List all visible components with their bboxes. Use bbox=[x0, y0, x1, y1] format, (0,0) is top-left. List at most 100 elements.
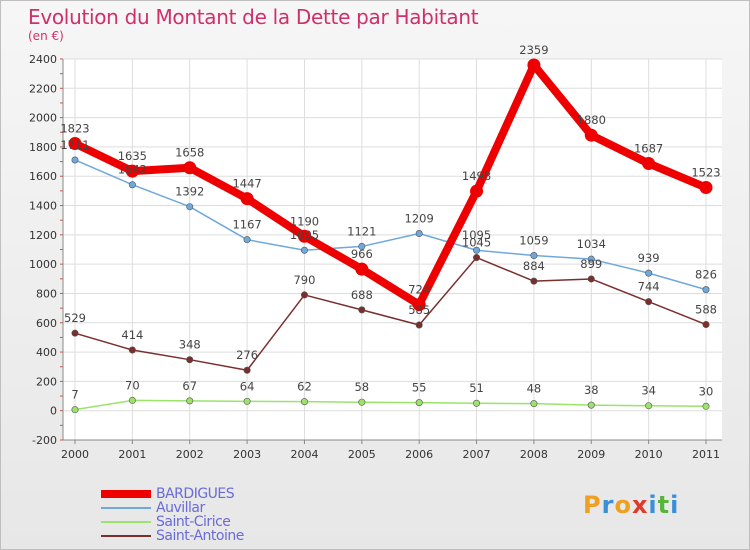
data-label: 1823 bbox=[60, 122, 89, 136]
y-tick-label: 1800 bbox=[29, 141, 57, 154]
data-label: 744 bbox=[638, 280, 660, 294]
data-point bbox=[128, 346, 136, 354]
data-label: 1880 bbox=[577, 113, 606, 127]
data-label: 1121 bbox=[347, 224, 376, 238]
data-point bbox=[415, 399, 423, 407]
data-point bbox=[699, 181, 713, 195]
y-tick-label: 1600 bbox=[29, 170, 57, 183]
data-point bbox=[473, 399, 481, 407]
data-label: 38 bbox=[584, 383, 599, 397]
data-point bbox=[702, 402, 710, 410]
data-label: 34 bbox=[641, 384, 656, 398]
logo-letter: r bbox=[601, 491, 615, 519]
data-point bbox=[587, 401, 595, 409]
x-tick-label: 2011 bbox=[692, 448, 720, 461]
data-point bbox=[584, 128, 598, 142]
y-tick-label: -200 bbox=[32, 434, 57, 447]
logo-letter: t bbox=[657, 491, 671, 519]
legend-label: Saint-Cirice bbox=[156, 514, 231, 530]
data-point bbox=[358, 242, 366, 250]
x-tick-label: 2004 bbox=[290, 448, 318, 461]
data-label: 1059 bbox=[519, 234, 548, 248]
data-point bbox=[128, 181, 136, 189]
x-tick-label: 2008 bbox=[520, 448, 548, 461]
data-label: 58 bbox=[354, 380, 369, 394]
data-label: 1687 bbox=[634, 141, 663, 155]
data-point bbox=[527, 58, 541, 72]
y-tick-label: 400 bbox=[36, 346, 57, 359]
data-point bbox=[71, 406, 79, 414]
x-tick-label: 2002 bbox=[176, 448, 204, 461]
data-label: 55 bbox=[412, 381, 427, 395]
data-label: 30 bbox=[699, 384, 714, 398]
data-point bbox=[587, 275, 595, 283]
data-point bbox=[587, 255, 595, 263]
y-tick-label: 1000 bbox=[29, 258, 57, 271]
data-label: 62 bbox=[297, 380, 312, 394]
logo-letter: i bbox=[670, 491, 680, 519]
proxiti-logo: Proxiti bbox=[583, 491, 679, 519]
data-label: 64 bbox=[240, 379, 255, 393]
data-point bbox=[358, 398, 366, 406]
data-point bbox=[645, 298, 653, 306]
logo-letter: i bbox=[648, 491, 658, 519]
data-point bbox=[128, 396, 136, 404]
x-tick-label: 2000 bbox=[61, 448, 89, 461]
data-label: 2359 bbox=[519, 43, 548, 57]
data-label: 790 bbox=[293, 273, 315, 287]
y-tick-label: 2200 bbox=[29, 82, 57, 95]
data-point bbox=[358, 306, 366, 314]
data-label: 48 bbox=[527, 382, 542, 396]
data-label: 1542 bbox=[118, 163, 147, 177]
data-point bbox=[412, 298, 426, 312]
data-label: 724 bbox=[408, 283, 430, 297]
data-label: 899 bbox=[580, 257, 602, 271]
data-label: 588 bbox=[695, 303, 717, 317]
data-label: 414 bbox=[121, 328, 143, 342]
series-line-auvillar bbox=[74, 159, 707, 291]
logo-letter: P bbox=[583, 491, 602, 519]
data-point bbox=[125, 164, 139, 178]
data-label: 939 bbox=[638, 251, 660, 265]
data-label: 1447 bbox=[232, 177, 261, 191]
data-label: 1034 bbox=[577, 237, 606, 251]
data-point bbox=[186, 203, 194, 211]
data-point bbox=[186, 397, 194, 405]
chart-subtitle: (en €) bbox=[28, 29, 64, 43]
legend-label: Saint-Antoine bbox=[156, 528, 244, 544]
data-label: 70 bbox=[125, 378, 140, 392]
data-point bbox=[473, 246, 481, 254]
data-point bbox=[355, 262, 369, 276]
data-point bbox=[300, 398, 308, 406]
data-label: 1095 bbox=[290, 228, 319, 242]
data-label: 1498 bbox=[462, 169, 491, 183]
series-line-bardigues bbox=[71, 61, 710, 309]
data-point bbox=[297, 229, 311, 243]
y-tick-label: 1400 bbox=[29, 200, 57, 213]
legend-swatch bbox=[101, 490, 151, 498]
x-tick-label: 2003 bbox=[233, 448, 261, 461]
y-tick-label: 2000 bbox=[29, 112, 57, 125]
legend-swatch bbox=[101, 535, 151, 537]
data-label: 7 bbox=[71, 388, 78, 402]
data-label: 1167 bbox=[232, 218, 261, 232]
x-tick-label: 2001 bbox=[118, 448, 146, 461]
series-line-saint-antoine bbox=[74, 256, 707, 371]
data-label: 1209 bbox=[405, 212, 434, 226]
y-tick-label: 2400 bbox=[29, 53, 57, 66]
x-tick-label: 2005 bbox=[348, 448, 376, 461]
chart-title: Evolution du Montant de la Dette par Hab… bbox=[28, 5, 479, 29]
data-point bbox=[642, 156, 656, 170]
plot-area bbox=[63, 59, 722, 440]
data-point bbox=[645, 402, 653, 410]
data-point bbox=[470, 184, 484, 198]
x-tick-label: 2009 bbox=[577, 448, 605, 461]
data-point bbox=[68, 137, 82, 151]
data-label: 884 bbox=[523, 259, 545, 273]
data-point bbox=[243, 236, 251, 244]
series-line-saint-cirice bbox=[74, 399, 707, 411]
legend-swatch bbox=[101, 521, 151, 523]
data-point bbox=[645, 269, 653, 277]
data-label: 826 bbox=[695, 268, 717, 282]
